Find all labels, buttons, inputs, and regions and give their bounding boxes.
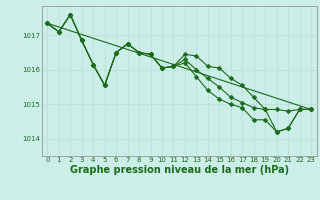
X-axis label: Graphe pression niveau de la mer (hPa): Graphe pression niveau de la mer (hPa) bbox=[70, 165, 289, 175]
